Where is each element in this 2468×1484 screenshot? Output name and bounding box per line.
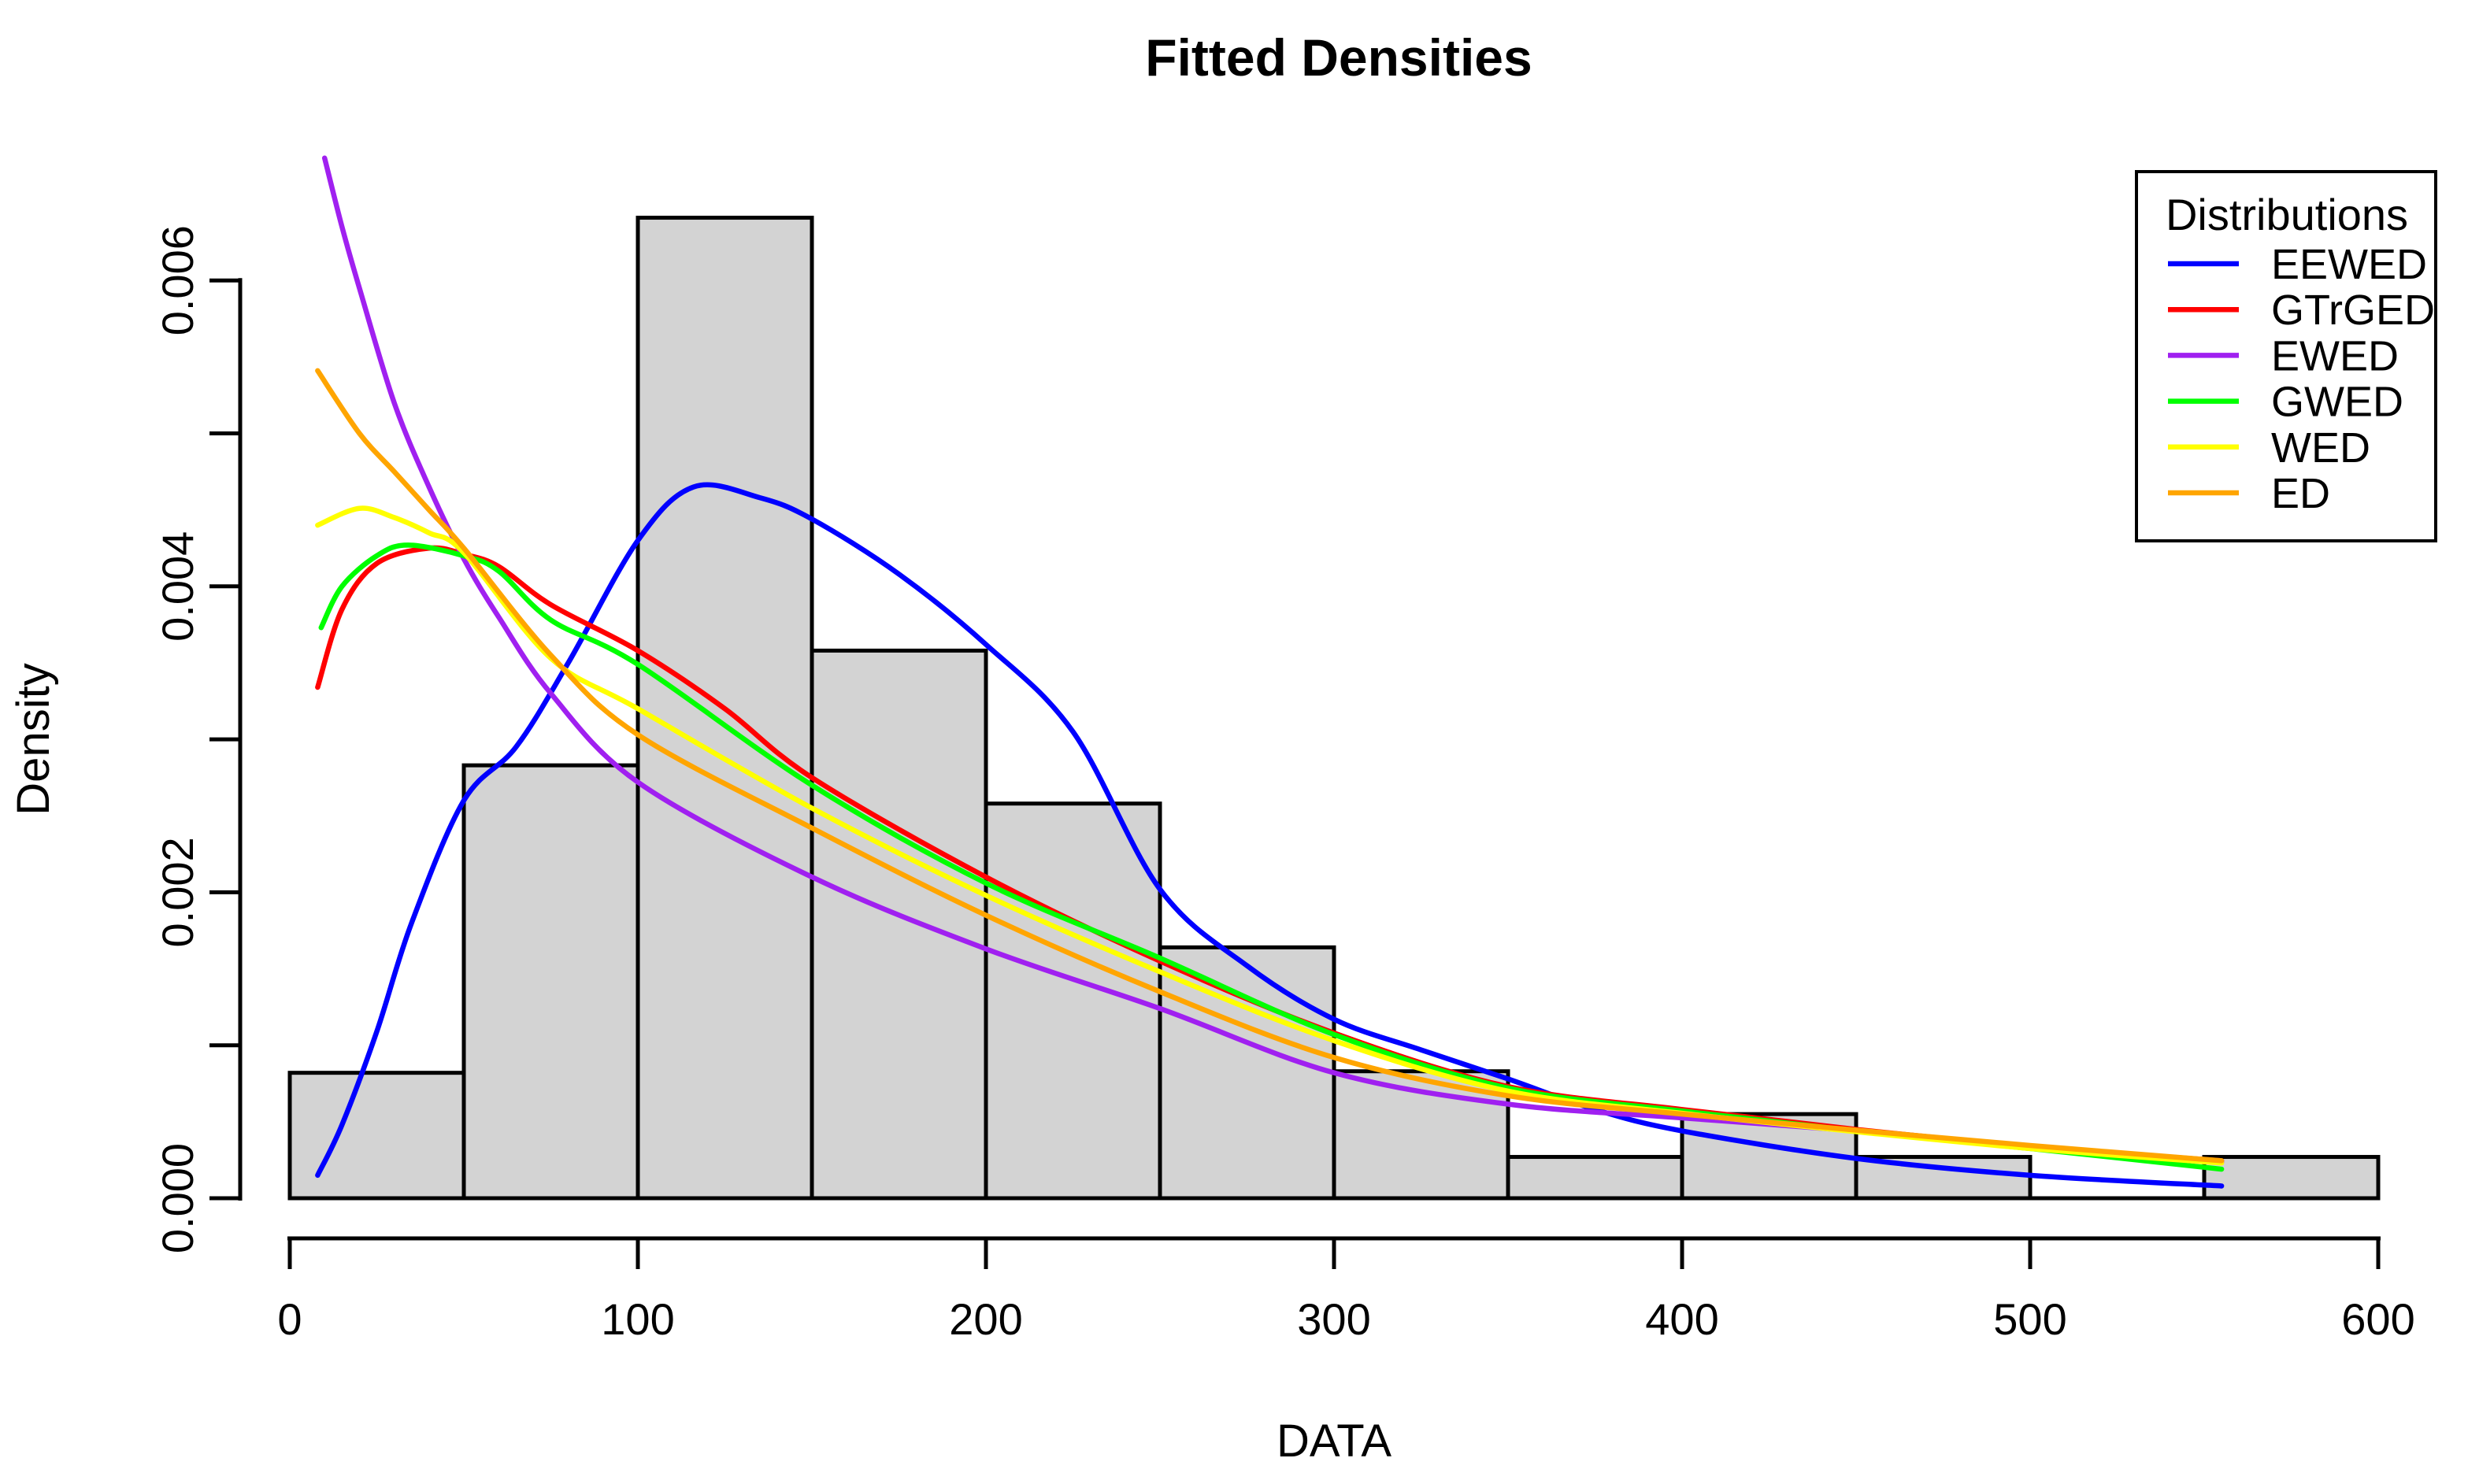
histogram-bar [810,648,988,1201]
x-tick-label: 100 [601,1294,674,1344]
curve-ed [315,368,2225,1164]
axes: 0 100 200 300 400 500 600 0.000 0.002 0.004 0.006 [153,225,2415,1344]
legend-label: EWED [2271,332,2399,379]
histogram-bar [1158,945,1336,1201]
legend-label: WED [2271,424,2370,472]
x-tick-label: 600 [2341,1294,2414,1344]
legend-item-wed: WED [2168,424,2370,472]
y-tick-label: 0.000 [153,1143,202,1253]
x-axis-label: DATA [1277,1416,1391,1467]
legend-label: ED [2271,470,2330,517]
histogram-bar [2202,1155,2381,1201]
curve-eewed [315,482,2225,1189]
histogram-bar [461,763,640,1201]
histogram-bar [1506,1155,1684,1201]
legend-item-gwed: GWED [2168,379,2403,426]
y-tick-label: 0.006 [153,225,202,335]
legend-label: EEWED [2271,241,2427,288]
legend-label: GTrGED [2271,287,2435,334]
x-tick-label: 300 [1297,1294,1370,1344]
density-curves [315,155,2225,1189]
legend-item-gtrged: GTrGED [2168,287,2435,334]
chart-title: Fitted Densities [1145,28,1532,87]
x-tick-label: 200 [949,1294,1022,1344]
legend-item-ed: ED [2168,470,2330,517]
legend-item-eewed: EEWED [2168,241,2427,288]
x-tick-label: 500 [1993,1294,2066,1344]
x-tick-label: 0 [277,1294,302,1344]
legend-title: Distributions [2166,190,2408,239]
legend-label: GWED [2271,379,2403,426]
y-tick-label: 0.002 [153,837,202,947]
x-tick-label: 400 [1645,1294,1718,1344]
histogram-bar [287,1071,466,1201]
y-tick-label: 0.004 [153,531,202,642]
y-axis-label: Density [8,663,59,815]
legend-item-ewed: EWED [2168,332,2399,379]
